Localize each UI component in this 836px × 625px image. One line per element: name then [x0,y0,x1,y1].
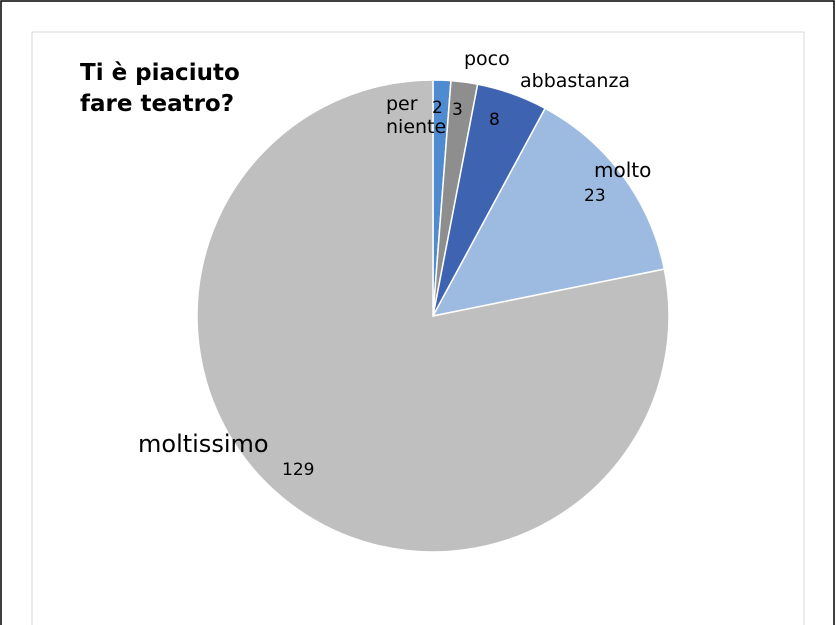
value-label: 129 [282,460,315,480]
plot-area [31,31,805,625]
pie-slice [196,79,670,553]
category-label: per niente [386,93,447,138]
category-label: moltissimo [138,430,269,458]
value-label: 23 [584,186,606,206]
slices [196,79,670,553]
value-label: 2 [432,98,443,118]
value-label: 8 [489,110,500,130]
chart-title: Ti è piaciuto fare teatro? [80,60,240,118]
value-label: 3 [452,100,463,120]
pie-slice [431,107,666,318]
category-label: abbastanza [520,70,631,92]
category-label: poco [464,48,510,70]
category-label: molto [594,158,652,182]
